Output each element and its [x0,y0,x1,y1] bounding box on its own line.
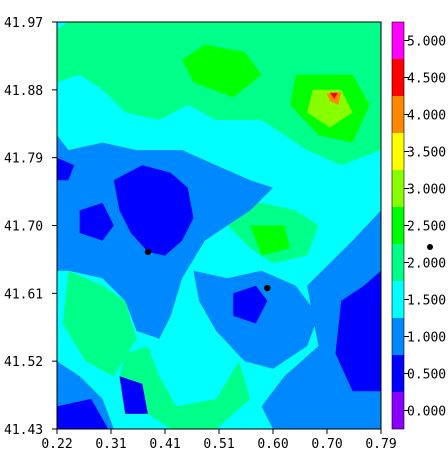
x-tick-label: 0.79 [365,437,396,452]
colorbar-swatch [392,22,404,59]
y-tick-label: 41.97 [4,16,43,31]
colorbar-level-label: 4.500 [407,72,446,87]
contour-region-8 [119,346,251,429]
data-marker-1 [264,284,271,292]
contour-fill-group [57,22,381,429]
contour-region-4 [307,89,353,128]
contour-region-20 [119,376,148,414]
colorbar-swatch [392,281,404,318]
colorbar-swatch [392,207,404,244]
contour-region-19 [57,398,109,429]
contour-region-7 [62,270,137,377]
y-tick-label: 41.88 [4,84,43,99]
colorbar: 0.000 0.500 1.000 1.500 2.000 2.500 3.000 3.500… [391,21,446,430]
x-tick-label: 0.22 [41,437,72,452]
colorbar-swatch [392,170,404,207]
x-tick-label: 0.60 [257,437,288,452]
y-tick-label: 41.61 [4,287,43,302]
y-tick-label: 41.79 [4,152,43,167]
colorbar-level-label: 2.000 [407,257,446,272]
y-axis: 41.97 41.88 41.79 41.70 41.61 41.52 41.43 [4,16,57,438]
colorbar-level-label: 2.500 [407,220,446,235]
contour-region-2 [182,44,262,98]
colorbar-level-label: 0.000 [407,405,446,420]
colorbar-swatch [392,59,404,96]
colorbar-swatch [392,133,404,170]
colorbar-swatch [392,355,404,392]
colorbar-level-label: 3.000 [407,183,446,198]
x-tick-label: 0.70 [311,437,342,452]
colorbar-level-label: 0.500 [407,368,446,383]
colorbar-level-label: 5.000 [407,35,446,50]
contour-region-6 [329,92,338,99]
contour-region-18 [335,270,381,392]
contour-region-21 [57,157,75,181]
contour-region-15 [113,165,194,256]
contour-region-10 [250,225,291,256]
data-marker-0 [144,248,152,256]
x-tick-label: 0.51 [203,437,234,452]
colorbar-level-label: 3.500 [407,146,446,161]
contour-region-1 [57,22,381,166]
colorbar-swatch [392,392,404,429]
colorbar-level-label: 4.000 [407,109,446,124]
colorbar-swatch [392,244,404,281]
x-tick-label: 0.31 [95,437,126,452]
colorbar-level-label: 1.000 [407,331,446,346]
marker-group [144,248,271,292]
contour-region-16 [79,202,114,241]
colorbar-swatch [392,318,404,355]
y-tick-label: 41.43 [4,423,43,438]
y-tick-label: 41.52 [4,355,43,370]
colorbar-level-label: 1.500 [407,294,446,309]
x-axis: 0.22 0.31 0.41 0.51 0.60 0.70 0.79 [41,429,397,452]
x-tick-label: 0.41 [149,437,180,452]
contour-region-17 [233,285,268,324]
colorbar-side-dot [427,244,433,250]
y-tick-label: 41.70 [4,220,43,235]
colorbar-swatch [392,96,404,133]
